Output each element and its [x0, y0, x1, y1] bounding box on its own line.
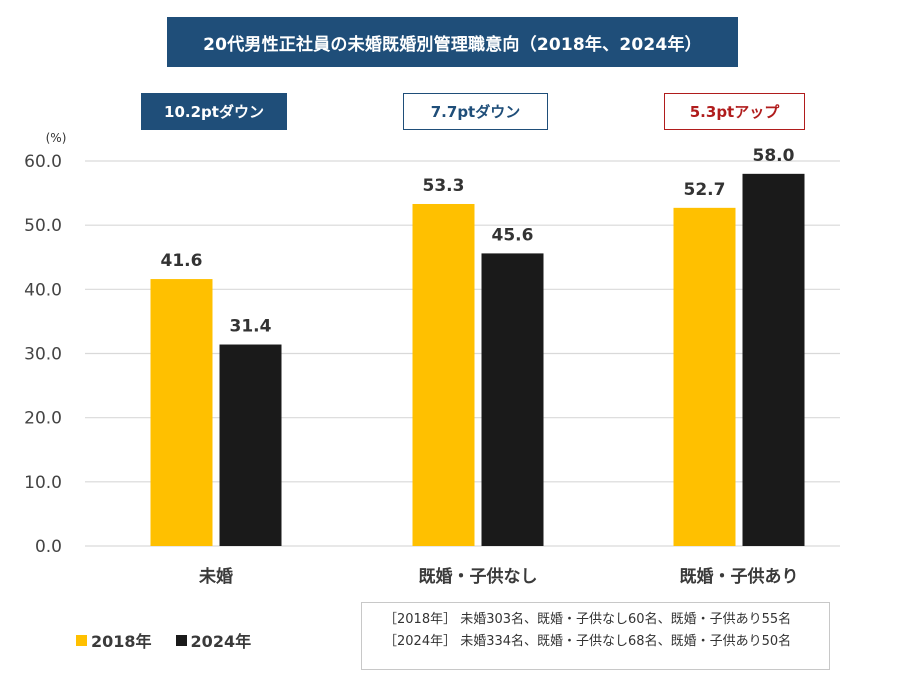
annotation-unmarried: 10.2ptダウン	[141, 93, 287, 130]
y-tick-label: 0.0	[35, 537, 62, 557]
data-label: 31.4	[230, 317, 272, 337]
legend-label-2024: 2024年	[190, 632, 252, 651]
sample-size-note: ［2018年］ 未婚303名、既婚・子供なし60名、既婚・子供あり55名 ［20…	[361, 602, 830, 670]
y-axis-unit-label: (%)	[46, 131, 67, 145]
data-label: 41.6	[161, 251, 203, 271]
legend-swatch-2024	[175, 634, 187, 646]
legend: 2018年 2024年	[76, 628, 275, 652]
legend-label-2018: 2018年	[91, 632, 152, 651]
y-tick-label: 60.0	[24, 152, 62, 172]
data-label: 58.0	[753, 146, 795, 166]
bar-2018	[412, 203, 475, 546]
legend-item-2024: 2024年	[175, 628, 252, 652]
chart-title: 20代男性正社員の未婚既婚別管理職意向（2018年、2024年）	[167, 17, 738, 67]
x-category-label: 未婚	[198, 566, 233, 587]
x-category-label: 既婚・子供なし	[419, 566, 538, 587]
x-category-label: 既婚・子供あり	[680, 566, 799, 587]
data-label: 52.7	[684, 180, 726, 200]
annotation-married-no-children: 7.7ptダウン	[403, 93, 548, 130]
y-tick-label: 50.0	[24, 216, 62, 236]
bar-2018	[150, 279, 213, 546]
bar-2018	[673, 207, 736, 546]
y-tick-label: 40.0	[24, 280, 62, 300]
data-label: 45.6	[492, 225, 534, 245]
bar-2024	[481, 253, 544, 546]
bar-2024	[742, 173, 805, 547]
y-tick-label: 10.0	[24, 473, 62, 493]
data-label: 53.3	[423, 176, 465, 196]
bar-chart: (%) 0.0 10.0 20.0 30.0 40.0 50.0 60.0 41.6 31.4…	[24, 131, 840, 587]
legend-swatch-2018	[76, 634, 87, 646]
note-line-2018: ［2018年］ 未婚303名、既婚・子供なし60名、既婚・子供あり55名	[384, 612, 792, 627]
y-tick-label: 30.0	[24, 345, 62, 365]
y-tick-label: 20.0	[24, 409, 62, 429]
note-line-2024: ［2024年］ 未婚334名、既婚・子供なし68名、既婚・子供あり50名	[384, 634, 792, 649]
legend-item-2018: 2018年	[76, 628, 152, 652]
bar-2024	[219, 344, 282, 546]
annotation-married-with-children: 5.3ptアップ	[664, 93, 805, 130]
